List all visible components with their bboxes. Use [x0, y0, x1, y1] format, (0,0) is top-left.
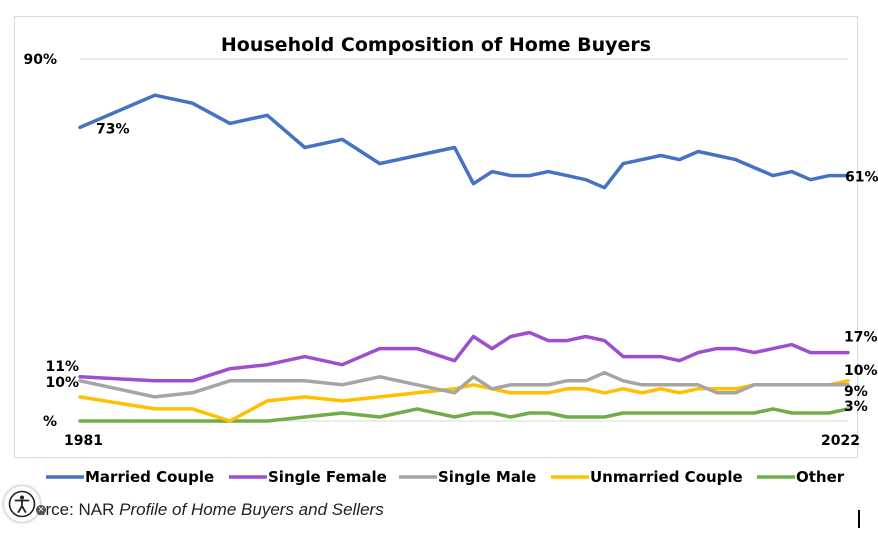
accessibility-button[interactable]	[4, 486, 40, 522]
y-axis-ticks: 90%%	[23, 52, 57, 430]
source-note: urce: NAR Profile of Home Buyers and Sel…	[36, 500, 384, 520]
data-label: 61%	[845, 170, 878, 186]
legend-item: Single Male	[399, 468, 536, 486]
series-line-married-couple	[78, 93, 850, 190]
data-label: 9%	[844, 384, 868, 400]
data-label: 3%	[844, 399, 868, 415]
source-title: Profile of Home Buyers and Sellers	[119, 500, 384, 519]
accessibility-icon	[8, 490, 36, 518]
legend-label: Unmarried Couple	[590, 468, 743, 486]
chart-frame	[14, 16, 858, 458]
x-tick-label: 1981	[64, 433, 103, 449]
text-cursor	[858, 510, 860, 528]
series-lines	[78, 93, 850, 423]
series-line-single-male	[78, 370, 850, 399]
data-label: 10%	[45, 375, 79, 391]
legend-label: Single Male	[438, 468, 536, 486]
legend-item: Married Couple	[46, 468, 214, 486]
x-tick-label: 2022	[821, 433, 860, 449]
close-icon[interactable]: ✕	[36, 505, 46, 515]
legend-label: Married Couple	[85, 468, 214, 486]
x-axis-ticks: 1981 2022	[64, 433, 860, 449]
y-tick-label: %	[43, 414, 57, 430]
legend-item: Single Female	[229, 468, 387, 486]
series-line-other	[78, 407, 850, 423]
data-label: 73%	[96, 121, 130, 137]
legend-item: Other	[757, 468, 845, 486]
data-label: 10%	[844, 363, 878, 379]
data-label: 11%	[45, 359, 79, 375]
legend-item: Unmarried Couple	[551, 468, 743, 486]
data-labels: 73% 61% 11% 17% 10% 10% 9%3%	[45, 121, 878, 415]
source-prefix: urce: NAR	[36, 500, 120, 519]
chart-title: Household Composition of Home Buyers	[221, 34, 651, 56]
legend-label: Other	[796, 468, 845, 486]
y-tick-label: 90%	[23, 52, 57, 68]
legend-label: Single Female	[268, 468, 387, 486]
series-line-single-female	[78, 330, 850, 383]
chart-legend: Married Couple Single Female Single Male Un…	[46, 468, 845, 486]
data-label: 17%	[844, 330, 878, 346]
